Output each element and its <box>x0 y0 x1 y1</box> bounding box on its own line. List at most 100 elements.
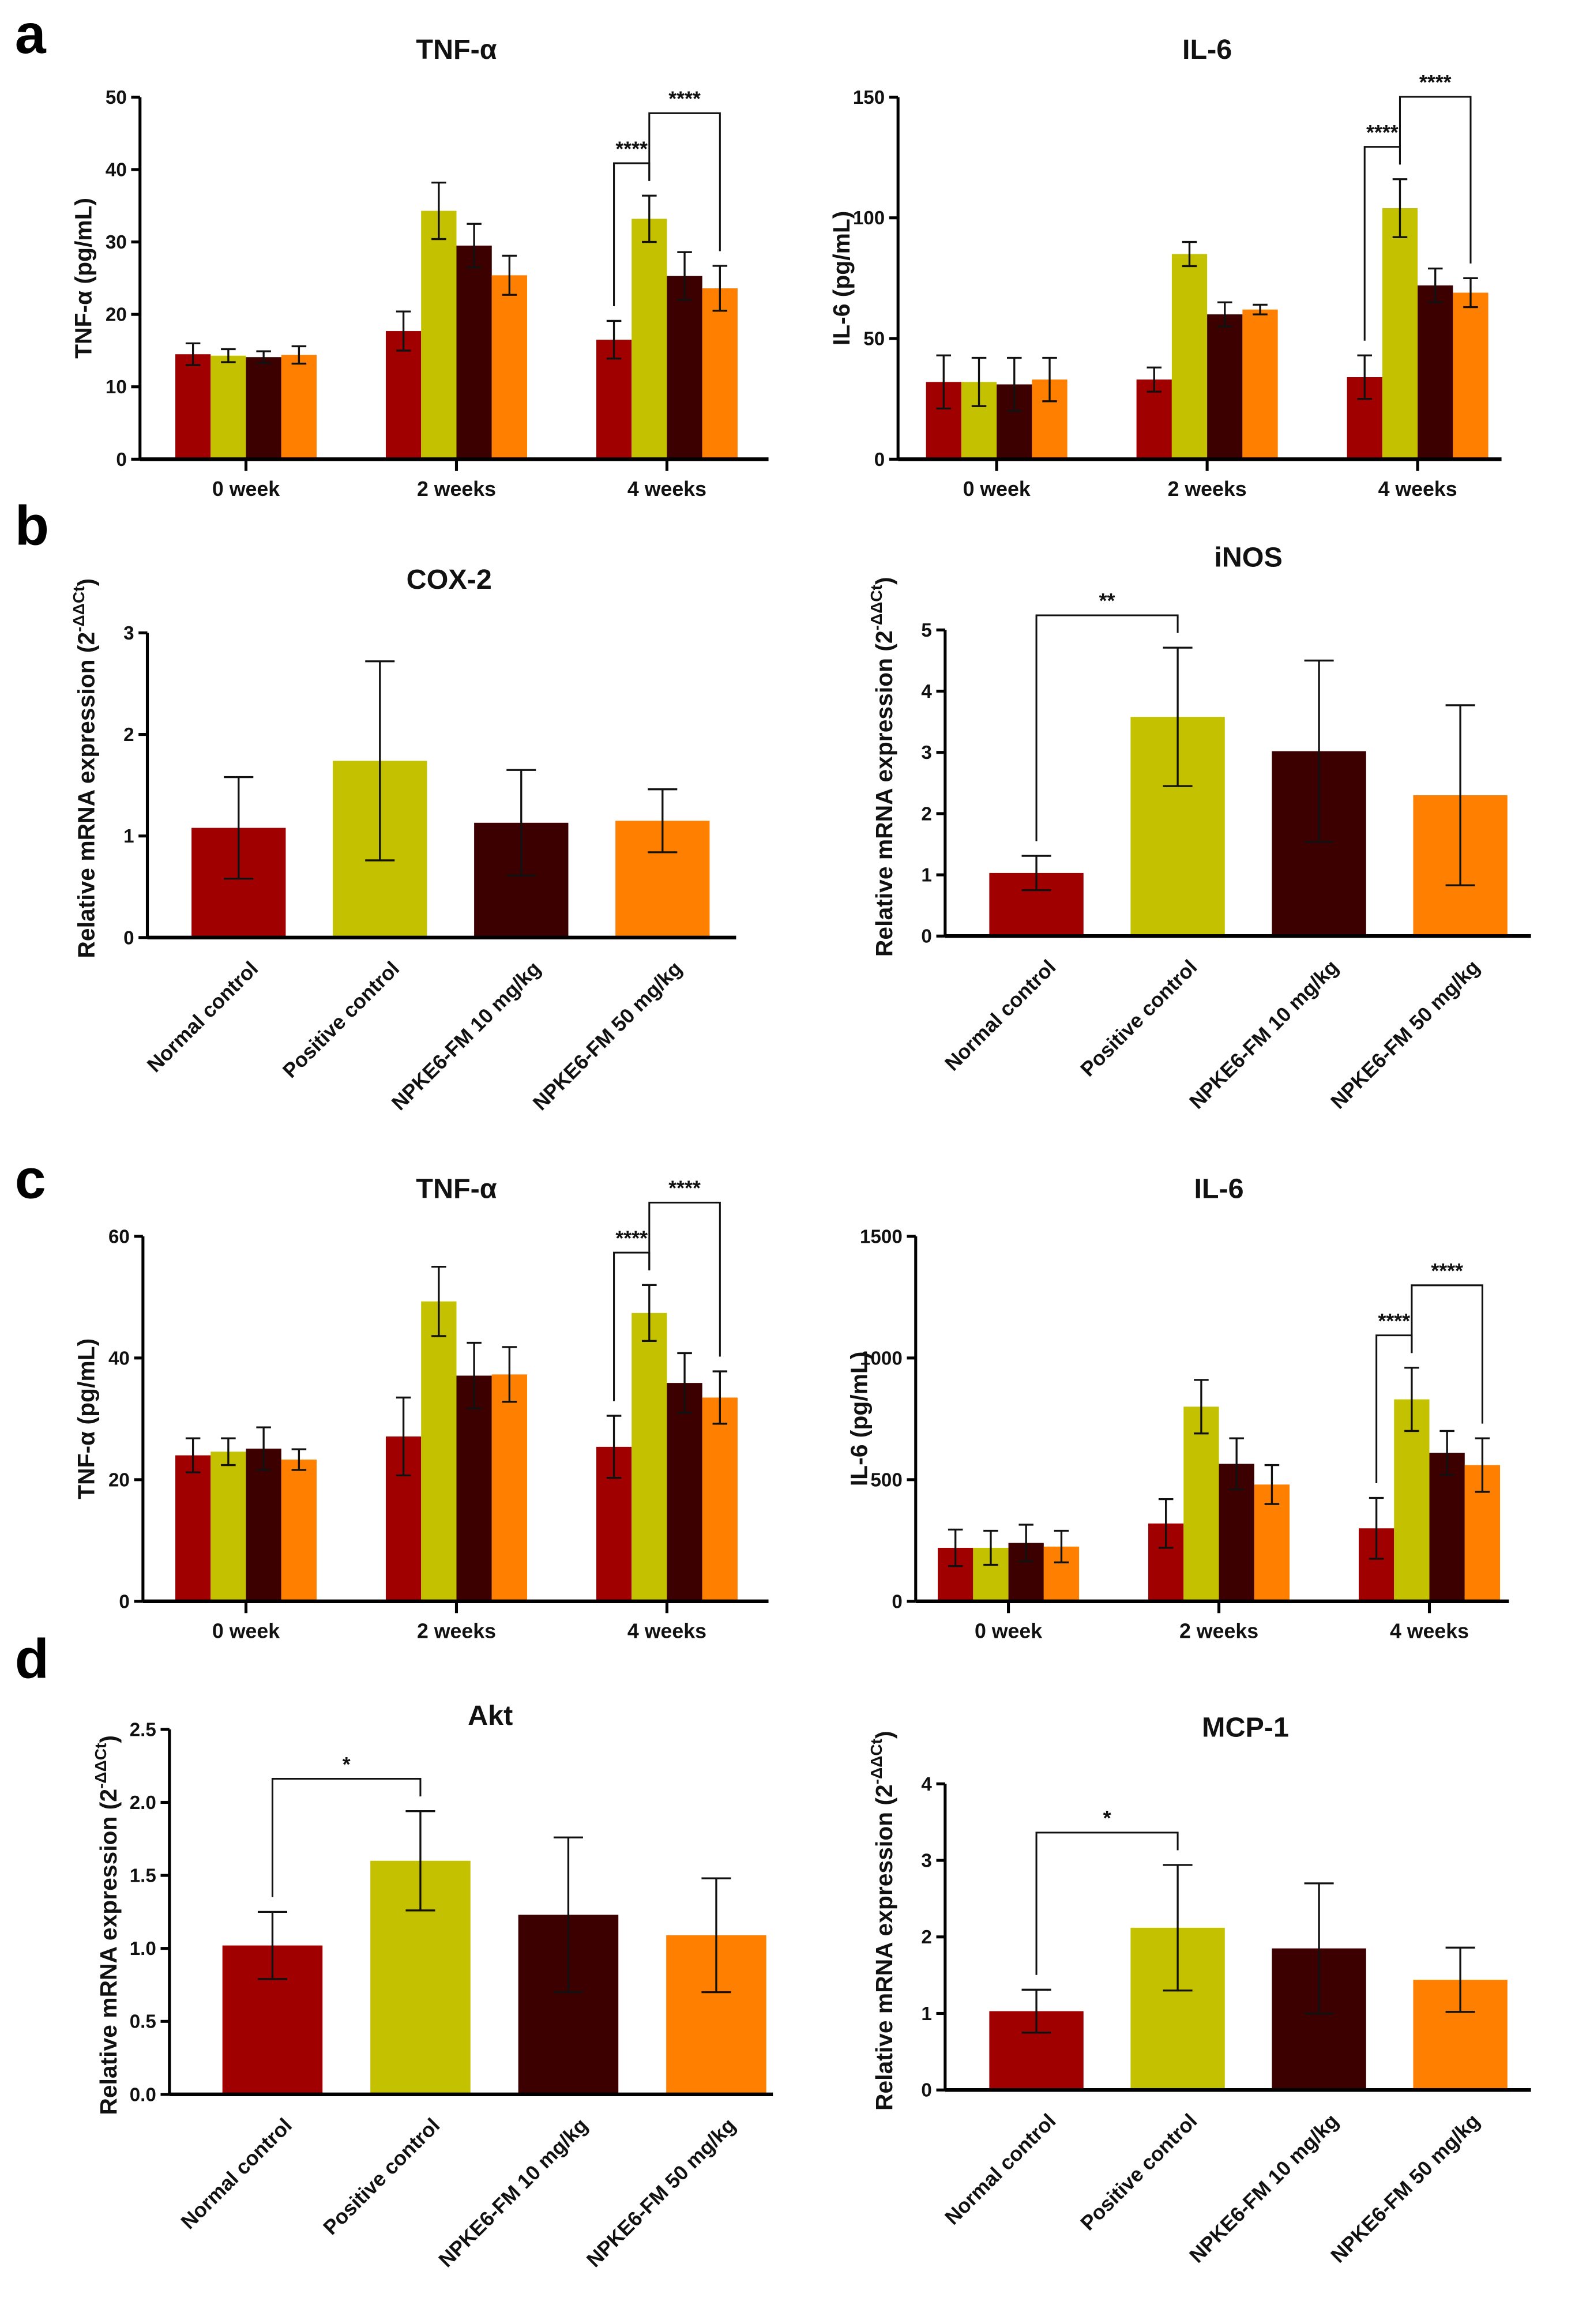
error-bar <box>467 1341 482 1410</box>
error-bar <box>1445 1946 1475 2013</box>
bar <box>491 1374 527 1601</box>
y-tick-label: 3 <box>921 742 931 764</box>
y-axis-label: TNF-α (pg/mL) <box>70 198 97 359</box>
y-tick-label: 40 <box>108 1348 130 1369</box>
significance-bracket <box>648 112 721 251</box>
x-tick-label: Positive control <box>319 2114 445 2239</box>
bar <box>246 1449 281 1601</box>
x-tick-label: NPKE6-FM 10 mg/kg <box>1185 956 1343 1114</box>
error-bar <box>1463 277 1478 309</box>
y-tick-label: 10 <box>106 377 127 398</box>
error-bar <box>221 348 236 363</box>
y-tick-label: 2 <box>921 1927 931 1948</box>
error-bar <box>506 769 536 877</box>
bar <box>211 1451 246 1601</box>
error-bar <box>1007 356 1022 412</box>
y-axis-label-main: Relative mRNA expression (2 <box>871 1784 897 2111</box>
error-bar <box>971 356 987 407</box>
y-axis-label-main: TNF-α (pg/mL) <box>73 1338 100 1499</box>
x-tick-label: Normal control <box>941 956 1061 1075</box>
x-tick-label: Positive control <box>278 957 404 1082</box>
y-axis-label: IL-6 (pg/mL) <box>828 211 855 346</box>
bar <box>1207 314 1243 460</box>
y-tick-label: 1000 <box>860 1348 903 1369</box>
y-axis-label-superscript: -ΔΔCt <box>70 586 88 632</box>
error-bar <box>642 194 657 243</box>
y-tick-label: 4 <box>921 681 932 702</box>
bar <box>1242 309 1278 460</box>
bar <box>175 1455 211 1601</box>
x-tick-label: 4 weeks <box>1390 1620 1469 1643</box>
y-axis-label-main: IL-6 (pg/mL) <box>828 211 855 346</box>
y-tick-label: 2.0 <box>130 1792 156 1814</box>
error-bar <box>1304 659 1334 843</box>
y-tick-label: 3 <box>123 623 134 644</box>
y-tick-label: 1 <box>921 2003 931 2025</box>
error-bar <box>648 788 678 853</box>
x-tick-label: 2 weeks <box>1179 1620 1258 1643</box>
x-tick-label: Positive control <box>1076 2109 1202 2235</box>
x-tick-label: NPKE6-FM 10 mg/kg <box>434 2114 592 2272</box>
bar <box>421 1301 457 1601</box>
y-tick-label: 1500 <box>860 1226 903 1247</box>
y-tick-label: 0 <box>123 927 134 949</box>
y-axis-label-end: ) <box>871 577 897 585</box>
bar <box>491 275 527 460</box>
error-bar <box>1194 1379 1209 1435</box>
error-bar <box>1304 1882 1334 2015</box>
bar <box>702 288 738 460</box>
error-bar <box>1042 356 1057 403</box>
y-axis-label-superscript: -ΔΔCt <box>92 1743 110 1789</box>
significance-label: **** <box>1366 121 1399 144</box>
error-bar <box>1475 1437 1490 1493</box>
significance-bracket <box>1035 614 1179 841</box>
chart-title: TNF-α <box>416 1174 497 1205</box>
chart-a-tnf-: TNF-α 0 week 2 weeks 4 weeks 0 10 20 30 40 50 TNF-… <box>70 34 769 501</box>
y-tick-label: 500 <box>870 1469 902 1491</box>
y-axis-label-main: IL-6 (pg/mL) <box>846 1352 873 1487</box>
error-bar <box>431 1265 446 1337</box>
x-tick-label: NPKE6-FM 50 mg/kg <box>528 957 686 1115</box>
y-tick-label: 2.5 <box>130 1719 156 1740</box>
error-bar <box>983 1529 998 1566</box>
x-tick-label: NPKE6-FM 50 mg/kg <box>1326 2109 1484 2267</box>
chart-c-tnf-: TNF-α 0 week 2 weeks 4 weeks 0 20 40 60 TNF-α (p… <box>73 1174 769 1643</box>
error-bar <box>185 342 201 366</box>
error-bar <box>553 1836 583 1994</box>
y-tick-label: 0 <box>892 1591 902 1612</box>
panel-label-c: c <box>15 1148 46 1210</box>
bar <box>421 210 457 460</box>
error-bar <box>224 776 254 880</box>
y-axis-label-main: Relative mRNA expression (2 <box>73 632 100 958</box>
y-tick-label: 30 <box>106 232 127 253</box>
error-bar <box>1163 646 1193 787</box>
y-tick-label: 100 <box>853 208 885 229</box>
y-tick-label: 4 <box>921 1774 932 1795</box>
y-axis-label: Relative mRNA expression (2-ΔΔCt) <box>867 577 897 957</box>
y-tick-label: 2 <box>921 803 931 825</box>
panel-label-d: d <box>15 1627 49 1690</box>
significance-label: **** <box>1378 1310 1410 1333</box>
bar <box>456 245 492 460</box>
chart-title: COX-2 <box>407 564 492 595</box>
bar <box>385 331 422 460</box>
significance-label: **** <box>615 1227 648 1250</box>
significance-bracket <box>1399 96 1472 264</box>
bar <box>211 355 246 460</box>
significance-label: **** <box>668 88 701 111</box>
bar <box>1429 1453 1465 1601</box>
y-axis-label: IL-6 (pg/mL) <box>846 1352 873 1487</box>
significance-label: **** <box>615 137 648 160</box>
y-tick-label: 150 <box>853 87 885 108</box>
significance-bracket <box>1035 1832 1179 1975</box>
bar <box>596 340 632 460</box>
error-bar <box>467 223 482 269</box>
y-tick-label: 50 <box>106 87 127 108</box>
bar <box>281 355 317 460</box>
error-bar <box>1229 1437 1244 1491</box>
y-tick-label: 60 <box>108 1226 130 1247</box>
error-bar <box>1158 1498 1174 1549</box>
chart-title: TNF-α <box>416 34 497 65</box>
error-bar <box>365 660 395 862</box>
